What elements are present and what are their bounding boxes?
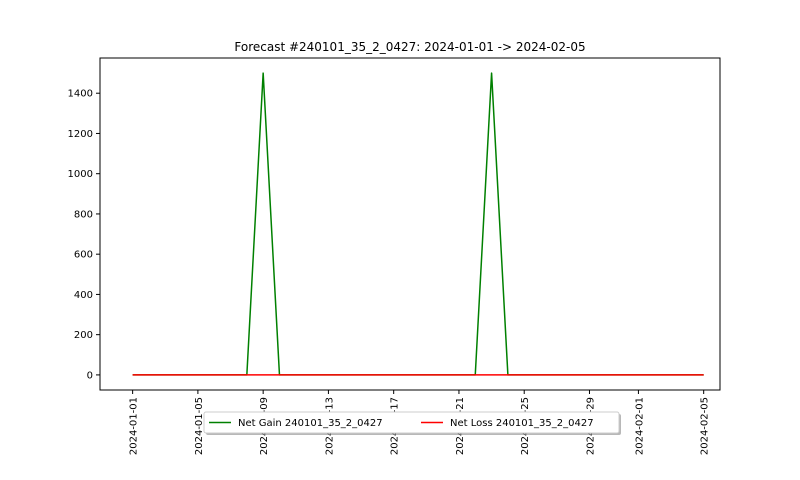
y-tick-label: 0 xyxy=(87,370,93,381)
y-tick-label: 1400 xyxy=(68,89,93,100)
y-tick-label: 600 xyxy=(74,250,93,261)
y-tick-label: 800 xyxy=(74,209,93,220)
y-axis: 0 200 400 600 800 1000 1200 1400 xyxy=(68,89,100,381)
x-tick-label: 2024-02-05 xyxy=(700,397,711,455)
y-tick-label: 1200 xyxy=(68,129,93,140)
legend-label-net-gain: Net Gain 240101_35_2_0427 xyxy=(238,418,383,429)
x-tick-label: 2024-02-01 xyxy=(634,397,645,455)
plot-frame xyxy=(99,57,721,391)
y-tick-label: 200 xyxy=(74,330,93,341)
y-tick-label: 1000 xyxy=(68,169,93,180)
x-tick-label: 2024-01-01 xyxy=(129,397,140,455)
legend-label-net-loss: Net Loss 240101_35_2_0427 xyxy=(450,418,594,429)
series-layer xyxy=(132,72,704,376)
legend-box xyxy=(203,411,620,434)
chart-title: Forecast #240101_35_2_0427: 2024-01-01 -… xyxy=(234,40,585,54)
legend: Net Gain 240101_35_2_0427 Net Loss 240101… xyxy=(203,411,621,435)
y-tick-label: 400 xyxy=(74,290,93,301)
x-tick-label: 2024-01-05 xyxy=(194,397,205,455)
